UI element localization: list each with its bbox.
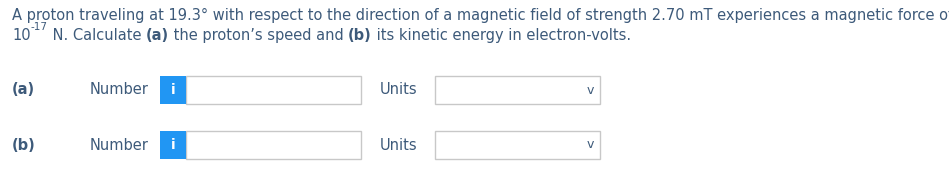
- Text: its kinetic energy in electron-volts.: its kinetic energy in electron-volts.: [372, 28, 631, 43]
- FancyBboxPatch shape: [186, 76, 361, 104]
- Text: v: v: [586, 138, 594, 151]
- Text: i: i: [171, 138, 176, 152]
- Text: Number: Number: [90, 83, 149, 98]
- Text: Units: Units: [380, 137, 418, 152]
- Text: N. Calculate: N. Calculate: [47, 28, 146, 43]
- FancyBboxPatch shape: [160, 76, 186, 104]
- Text: 10: 10: [12, 28, 30, 43]
- FancyBboxPatch shape: [160, 131, 186, 159]
- Text: (b): (b): [12, 137, 36, 152]
- Text: i: i: [171, 83, 176, 97]
- Text: A proton traveling at 19.3° with respect to the direction of a magnetic field of: A proton traveling at 19.3° with respect…: [12, 8, 949, 23]
- Text: (a): (a): [146, 28, 169, 43]
- Text: -17: -17: [30, 22, 47, 32]
- Text: v: v: [586, 84, 594, 97]
- Text: Number: Number: [90, 137, 149, 152]
- Text: (b): (b): [348, 28, 372, 43]
- Text: (a): (a): [12, 83, 35, 98]
- Text: Units: Units: [380, 83, 418, 98]
- FancyBboxPatch shape: [435, 76, 600, 104]
- Text: the proton’s speed and: the proton’s speed and: [169, 28, 348, 43]
- FancyBboxPatch shape: [186, 131, 361, 159]
- FancyBboxPatch shape: [435, 131, 600, 159]
